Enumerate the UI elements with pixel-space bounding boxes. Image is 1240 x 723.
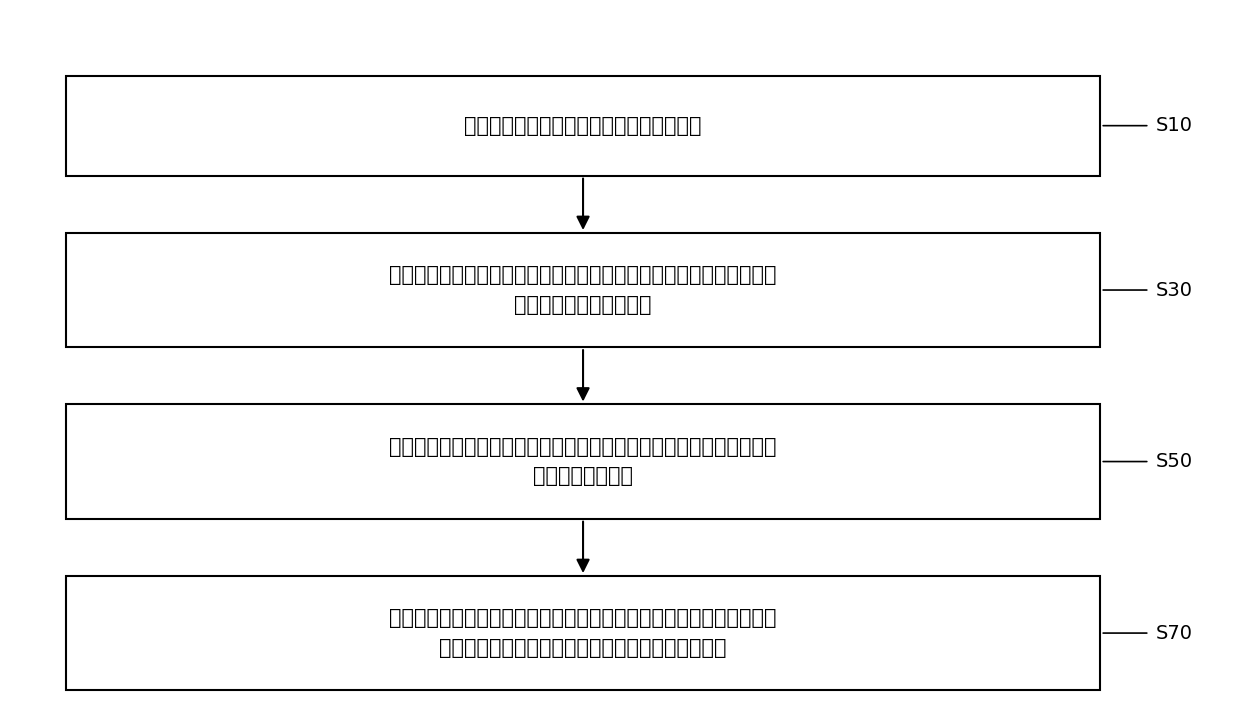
Text: 根据待评价器件制备焊料和最小单元线路板: 根据待评价器件制备焊料和最小单元线路板 [464, 116, 702, 136]
Text: S30: S30 [1156, 281, 1193, 299]
Text: 将最小单元菊花链互连结构固定在绝缘的硬质测试夹具上以形成对微互
连焊点的应力约束: 将最小单元菊花链互连结构固定在绝缘的硬质测试夹具上以形成对微互 连焊点的应力约束 [389, 437, 776, 487]
Text: 将硬质测试夹具放置于应力测试环境中并采集最小单元菊花链互连结构
的电参数，以根据电参数评价微互连焊点的疲劳寿命: 将硬质测试夹具放置于应力测试环境中并采集最小单元菊花链互连结构 的电参数，以根据… [389, 608, 776, 658]
Text: S10: S10 [1156, 116, 1193, 135]
Text: S70: S70 [1156, 623, 1193, 643]
Text: 将焊料和最小单元线路板采用二次回流的方式组装成最小单元菊花链互
连结构以形成微互连焊点: 将焊料和最小单元线路板采用二次回流的方式组装成最小单元菊花链互 连结构以形成微互… [389, 265, 776, 315]
FancyBboxPatch shape [66, 404, 1100, 518]
FancyBboxPatch shape [66, 576, 1100, 690]
FancyBboxPatch shape [66, 233, 1100, 347]
Text: S50: S50 [1156, 452, 1193, 471]
FancyBboxPatch shape [66, 76, 1100, 176]
